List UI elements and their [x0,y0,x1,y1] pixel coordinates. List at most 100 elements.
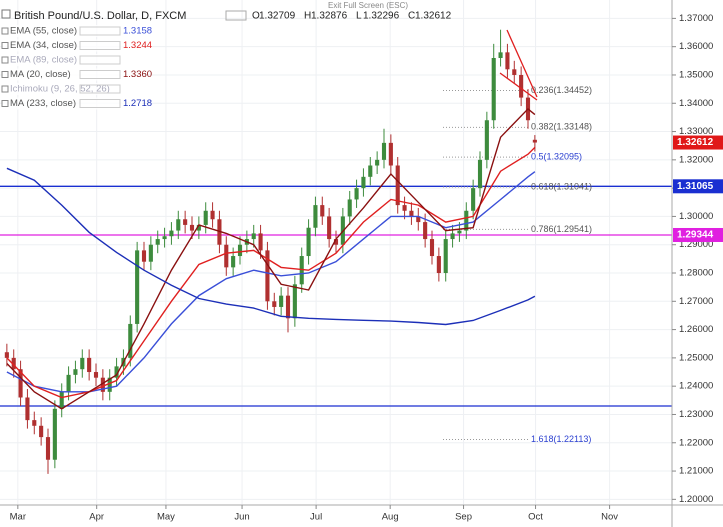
legend-bg [2,97,142,110]
candle-body [416,216,421,223]
legend-value: 1.3158 [123,26,152,37]
candle-body [155,239,160,245]
indicator-line [6,107,536,410]
candle-body [498,52,503,58]
legend-icons[interactable] [79,26,121,36]
level-label-box [673,227,723,242]
level-label-box [673,179,723,194]
legend-marker[interactable] [1,27,9,35]
legend: EMA (55, close) 1.3158 EMA (34, close) 1.32… [1,25,152,110]
y-tick-label: 1.32000 [679,154,713,165]
candle-body [471,188,476,211]
candle-body [272,301,277,307]
candle-body [210,210,215,220]
x-tick-label: May [157,512,175,523]
legend-icons[interactable] [79,99,121,108]
candle-body [361,176,366,189]
x-tick-label: Aug [382,512,399,523]
legend-marker[interactable] [1,56,9,64]
candle-body [505,52,510,70]
legend-bg [2,25,142,37]
candle-body [443,239,448,274]
candle-body [368,165,373,177]
candle-body [512,69,517,75]
x-tick-label: Apr [89,512,104,523]
legend-name: MA (233, close) [10,98,76,109]
candle-body [66,374,71,392]
candle-body [73,369,78,375]
legend-icons[interactable] [79,41,121,50]
candle-body [375,159,380,166]
candle-body [285,295,291,319]
y-tick-label: 1.33000 [679,126,713,137]
y-tick-label: 1.25000 [679,352,713,363]
y-tick-label: 1.29000 [679,239,713,250]
candle-body [135,250,140,324]
ohlc-prefix: L [356,11,362,22]
candle-body [395,165,400,206]
legend-bg [2,54,142,66]
y-tick-label: 1.36000 [679,41,713,52]
candle-body [265,250,270,302]
candle-body [354,188,359,200]
legend-icons[interactable] [79,70,121,79]
candle-body [402,205,407,211]
candle-body [333,239,339,245]
legend-bg [2,83,142,95]
legend-marker[interactable] [1,71,9,78]
candle-body [409,210,414,217]
ohlc-prefix: C [408,11,415,22]
ohlc-value: 1.32709 [259,11,296,22]
indicator-line [6,167,536,326]
legend-marker[interactable] [1,100,9,107]
legend-name: Ichimoku (9, 26, 52, 26) [10,84,110,95]
candle-body [320,205,325,217]
legend-icons[interactable] [79,55,121,65]
x-tick-label: Jun [234,512,249,523]
candle-body [100,377,105,392]
candle-body [189,224,195,231]
legend-icons[interactable] [79,84,121,94]
legend-bg [2,68,142,81]
collapse-icon[interactable] [1,9,11,19]
legend-marker[interactable] [1,85,9,93]
y-tick-label: 1.21000 [679,466,713,477]
x-tick-label: Nov [601,512,618,523]
y-tick-label: 1.28000 [679,268,713,279]
candle-body [114,366,119,378]
candle-body [45,437,51,460]
candle-body [162,236,167,240]
candle-body [423,222,428,240]
candle-body [251,233,256,240]
legend-marker[interactable] [1,42,9,49]
y-tick-label: 1.23000 [679,409,713,420]
drawing-triangle [499,29,538,101]
fib-label: 0.786(1.29541) [531,224,592,234]
candle-body [532,139,537,143]
ohlc-header: O 1.32709 H 1.32876 L 1.32296 C 1.32612 [225,10,452,22]
candle-body [148,244,153,262]
candle-body [258,233,263,251]
candle-body [484,120,489,160]
header-icons[interactable] [225,10,247,21]
y-tick-label: 1.27000 [679,296,713,307]
candle-body [477,159,483,189]
indicator-line [6,146,536,399]
candle-body [183,219,188,225]
candle-body [464,210,469,231]
fib-label: 0.236(1.34452) [531,85,592,95]
legend-name: MA (20, close) [10,69,71,80]
candle-body [52,408,57,460]
candle-body [11,357,16,370]
candle-body [381,142,387,160]
legend-value: 1.3360 [123,69,152,80]
x-tick-label: Mar [10,512,26,523]
candle-body [196,224,201,231]
candle-body [306,227,311,257]
exit-fullscreen[interactable]: Exit Full Screen (ESC) [328,1,408,10]
fib-label: 0.5(1.32095) [531,152,582,162]
candle-body [519,74,524,98]
x-tick-label: Jul [310,512,322,523]
